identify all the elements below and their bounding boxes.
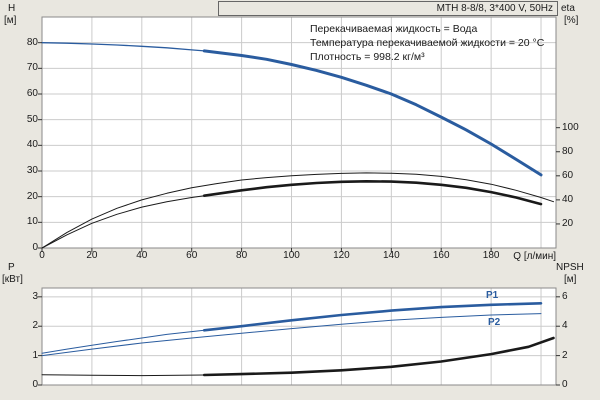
annotation-density: Плотность = 998.2 кг/м³	[310, 51, 425, 63]
x-tick-label: 120	[333, 250, 350, 261]
y-left-tick-label: 50	[26, 113, 38, 125]
x-tick-label: 0	[39, 250, 45, 261]
npsh-axis-name: NPSH	[556, 262, 584, 273]
x-tick-label: 140	[382, 250, 400, 261]
x-tick-label: 100	[283, 250, 300, 261]
pump-model-title: MTH 8-8/8, 3*400 V, 50Hz	[218, 1, 558, 16]
curve-label-p2: P2	[488, 317, 501, 328]
y-left-tick-label: 10	[26, 216, 38, 228]
y-left-tick-label: 60	[26, 88, 38, 99]
h-axis-unit: [м]	[4, 15, 17, 26]
y-left-tick-label: 0	[32, 379, 38, 390]
y-right-tick-label: 40	[562, 193, 574, 205]
h-axis-name: H	[8, 3, 16, 14]
annotation-fluid: Перекачиваемая жидкость = Вода	[310, 23, 478, 35]
y-left-tick-label: 0	[32, 242, 38, 253]
x-tick-label: 160	[432, 250, 450, 261]
eta-axis-name: eta	[561, 3, 575, 14]
y-left-tick-label: 20	[26, 190, 38, 202]
fluid-annotations: Перекачиваемая жидкость = Вода Температу…	[310, 22, 544, 64]
power-npsh-plot: P1 P2 0 1 2 3 0 2 4 6	[32, 287, 568, 390]
y-left-tick-label: 40	[26, 139, 38, 151]
x-tick-label: 40	[136, 250, 148, 261]
eta-axis-unit: [%]	[564, 15, 579, 26]
y-right-tick-label: 0	[562, 379, 568, 390]
power-npsh-chart	[38, 287, 560, 386]
x-tick-label: 80	[236, 250, 248, 261]
npsh-axis-unit: [м]	[564, 274, 577, 285]
y-right-tick-label: 80	[562, 145, 574, 157]
y-right-tick-label: 100	[562, 121, 579, 133]
x-tick-label: 180	[482, 250, 500, 261]
y-right-tick-label: 2	[562, 349, 568, 361]
annotation-temperature: Температура перекачиваемой жидкости = 20…	[310, 37, 545, 49]
y-right-tick-label: 20	[562, 217, 574, 229]
curve-label-p1: P1	[486, 290, 499, 301]
p-axis-name: P	[8, 262, 15, 273]
y-right-tick-label: 60	[562, 169, 574, 181]
y-left-tick-label: 70	[26, 62, 38, 74]
p-axis-unit: [кВт]	[2, 274, 23, 285]
y-left-tick-label: 80	[26, 36, 38, 48]
y-left-tick-label: 1	[32, 349, 38, 361]
y-left-tick-label: 3	[32, 290, 38, 302]
y-left-tick-label: 30	[26, 165, 38, 176]
y-right-tick-label: 6	[562, 290, 568, 302]
x-tick-label: 60	[186, 250, 198, 261]
y-right-tick-label: 4	[562, 320, 568, 332]
head-efficiency-plot: Перекачиваемая жидкость = Вода Температу…	[27, 16, 579, 261]
y-left-tick-label: 2	[32, 320, 38, 332]
head-efficiency-chart	[38, 16, 560, 252]
q-axis-label: Q [л/мин]	[513, 251, 556, 262]
x-tick-label: 20	[86, 250, 98, 261]
